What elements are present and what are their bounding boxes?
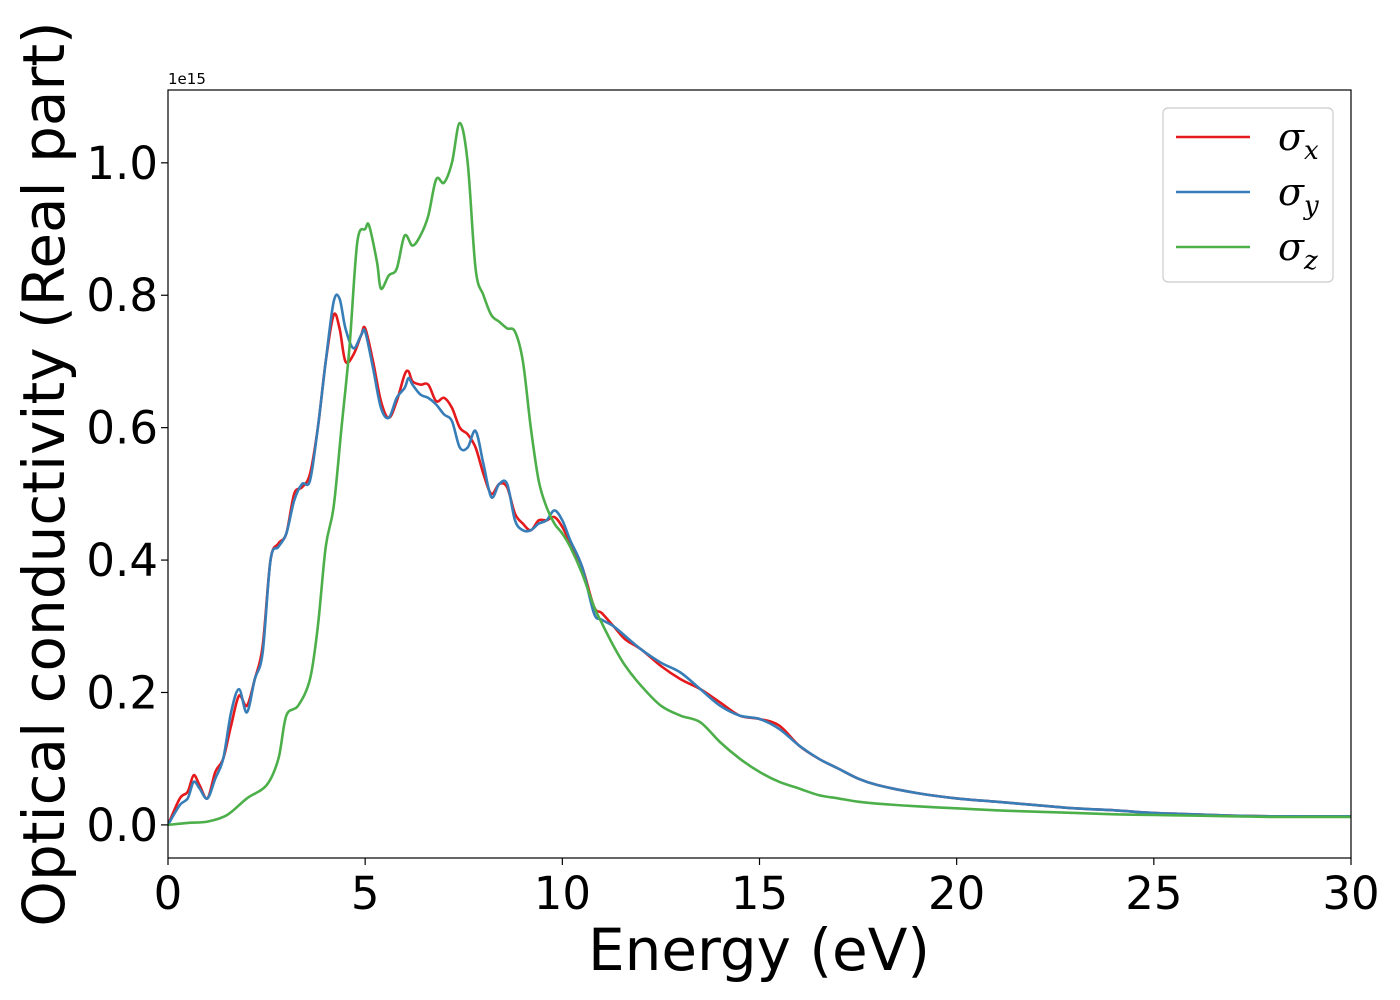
x-axis-label: Energy (eV) (588, 916, 930, 984)
ticks-layer: 0 5 10 15 20 25 30 0.0 0.2 0.4 0.6 0.8 1.0 (86, 137, 1379, 920)
x-tick-label: 10 (534, 867, 591, 920)
y-axis-label: Optical conductivity (Real part) (10, 21, 78, 926)
y-tick-label: 0.4 (86, 534, 158, 587)
legend-label-x: σx (1278, 115, 1319, 166)
x-tick-label: 20 (928, 867, 985, 920)
x-tick-label: 25 (1125, 867, 1182, 920)
legend-label-z: σz (1278, 225, 1318, 276)
y-tick-label: 0.2 (86, 666, 158, 719)
y-tick-label: 0.8 (86, 269, 158, 322)
x-tick-label: 5 (351, 867, 380, 920)
series-layer (168, 121, 1351, 827)
x-tick-label: 0 (154, 867, 183, 920)
x-tick-label: 30 (1322, 867, 1379, 920)
y-tick-label: 0.6 (86, 402, 158, 455)
series-line-z (168, 121, 1351, 827)
legend-box (1162, 107, 1334, 283)
y-tick-label: 1.0 (86, 137, 158, 190)
legend-label-y: σy (1278, 170, 1319, 221)
y-tick-label: 0.0 (86, 799, 158, 852)
y-offset-label: 1e15 (168, 70, 206, 88)
series-line-y (168, 293, 1351, 826)
x-tick-label: 15 (731, 867, 788, 920)
